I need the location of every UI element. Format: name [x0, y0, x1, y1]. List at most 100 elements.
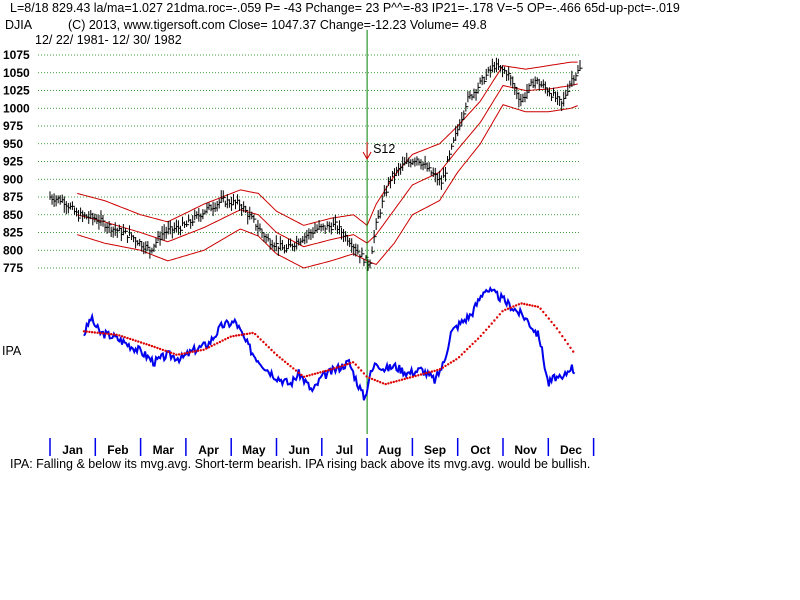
ipa-mavg-dot: [191, 350, 194, 353]
ipa-mavg-dot: [572, 350, 575, 353]
ipa-mavg-dot: [324, 369, 328, 373]
ipa-mavg-dot: [455, 358, 458, 361]
ipa-mavg-dot: [362, 372, 366, 375]
ipa-mavg-dot: [436, 368, 439, 372]
ipa-mavg-dot: [376, 379, 379, 383]
month-axis: Jan Feb Mar Apr May Jun Jul Aug Sep Oct Nov Dec: [49, 438, 595, 457]
ipa-mavg-dot: [134, 339, 137, 342]
y-tick-label: 925: [3, 155, 23, 169]
ipa-mavg-dot: [169, 351, 173, 354]
ipa-mavg-dot: [322, 370, 325, 373]
ipa-mavg-dot: [542, 310, 545, 314]
ipa-mavg-dot: [493, 319, 496, 322]
ipa-mavg-dot: [430, 370, 434, 373]
ipa-mavg-dot: [332, 367, 336, 370]
ipa-mavg-dot: [177, 353, 181, 356]
ipa-mavg-dot: [444, 364, 447, 368]
ipa-mavg-dot: [232, 334, 235, 338]
ipa-mavg-dot: [509, 306, 512, 309]
ipa-mavg-dot: [341, 364, 344, 368]
ipa-mavg-dot: [240, 333, 243, 336]
header-symbol: DJIA: [5, 18, 33, 32]
ipa-mavg-dot: [205, 347, 208, 350]
ipa-mavg-dot: [441, 366, 444, 369]
ipa-mavg-dot: [498, 313, 501, 316]
ipa-mavg-dot: [292, 367, 295, 370]
upper-band-line: [77, 61, 578, 227]
ipa-mavg-dot: [553, 324, 556, 327]
month-label: Oct: [470, 443, 490, 457]
ipa-mavg-dot: [447, 363, 450, 366]
ipa-mavg-dot: [297, 371, 300, 374]
ipa-mavg-dot: [406, 377, 409, 380]
ipa-mavg-dot: [156, 346, 159, 350]
ipa-mavg-dot: [221, 339, 224, 342]
y-tick-label: 1075: [3, 48, 30, 62]
y-tick-label: 775: [3, 261, 23, 275]
ipa-mavg-dot: [555, 327, 559, 330]
ipa-mavg-dot: [569, 346, 572, 349]
y-tick-label: 875: [3, 190, 23, 204]
ipa-mavg-dot: [547, 317, 550, 320]
ipa-mavg-dot: [275, 354, 279, 357]
ipa-mavg-dot: [153, 345, 156, 349]
ipa-mavg-dot: [387, 382, 390, 385]
ipa-mavg-dot: [330, 368, 333, 371]
ipa-mavg-dot: [351, 361, 355, 364]
ipa-mavg-dot: [150, 344, 154, 348]
y-tick-label: 1050: [3, 66, 30, 80]
ipa-mavg-dot: [550, 320, 553, 324]
lower-band-line: [77, 104, 578, 269]
ipa-mavg-dot: [384, 382, 387, 386]
ipa-mavg-dot: [137, 340, 140, 343]
ipa-mavg-dot: [199, 349, 202, 352]
ipa-mavg-dot: [476, 337, 480, 340]
ipa-mavg-dot: [438, 368, 442, 371]
ipa-mavg-dot: [474, 340, 477, 343]
ipa-mavg-dot: [349, 362, 352, 365]
ipa-mavg-dot: [354, 363, 357, 366]
ipa-mavg-dot: [289, 365, 292, 368]
ipa-mavg-dot: [414, 374, 417, 378]
ipa-mavg-dot: [254, 332, 257, 336]
ipa-mavg-dot: [224, 338, 227, 341]
ipa-mavg-dot: [389, 381, 393, 384]
ipa-mavg-dot: [243, 333, 246, 336]
ipa-mavg-dot: [267, 346, 270, 349]
ipa-mavg-dot: [194, 350, 197, 353]
ipa-mavg-dot: [563, 338, 567, 342]
ipa-mavg-dot: [395, 380, 398, 383]
ipa-mavg-dot: [517, 303, 521, 306]
month-label: Sep: [424, 443, 446, 457]
ipa-mavg-dot: [460, 353, 463, 356]
price-bands: [77, 61, 578, 269]
ipa-mavg-dot: [544, 314, 548, 317]
ipa-mavg-dot: [85, 330, 88, 333]
ipa-mavg-dot: [180, 352, 183, 356]
y-tick-label: 900: [3, 172, 23, 186]
ipa-mavg-dot: [164, 349, 167, 352]
ipa-mavg-dot: [142, 342, 145, 345]
ipa-mavg-dot: [528, 303, 531, 307]
ipa-mavg-dot: [229, 335, 232, 338]
ipa-mavg-dot: [118, 334, 121, 337]
ipa-mavg-dot: [175, 353, 178, 356]
ipa-mavg-dot: [286, 362, 289, 366]
ipa-mavg-dot: [251, 331, 254, 335]
ipa-mavg-dot: [471, 342, 474, 346]
indicator-label: IPA: [2, 344, 22, 358]
ipa-mavg-dot: [216, 342, 219, 345]
ipa-mavg-dot: [278, 356, 281, 359]
ipa-mavg-dot: [422, 372, 425, 375]
ipa-mavg-dot: [428, 371, 431, 374]
ipa-mavg-dot: [213, 343, 216, 346]
ipa-mavg-dot: [305, 374, 309, 378]
ipa-mavg-dot: [311, 373, 314, 376]
ipa-mavg-dot: [210, 344, 213, 348]
ipa-mavg-dot: [566, 342, 569, 346]
ipa-mavg-dot: [115, 333, 118, 336]
ipa-mavg-dot: [403, 377, 406, 381]
ipa-mavg-dot: [270, 348, 273, 352]
ipa-mavg-dot: [93, 331, 97, 334]
